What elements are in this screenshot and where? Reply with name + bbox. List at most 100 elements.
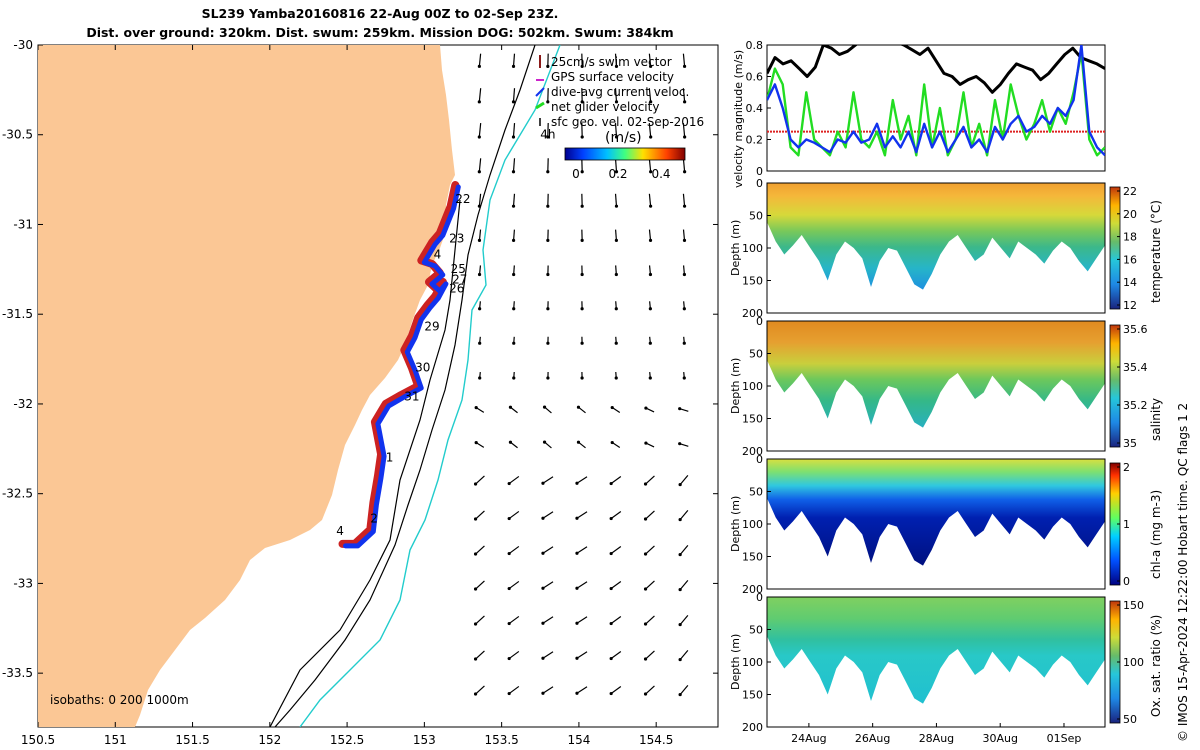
geo-arrow-head-44 [546, 272, 550, 277]
geo-arrow-head-4 [614, 64, 619, 68]
map-xtick-8: 154.5 [639, 733, 673, 747]
geo-arrow-124 [645, 650, 655, 660]
isobath-1000m [299, 45, 561, 727]
geo-arrow-87 [576, 476, 588, 484]
geo-arrow-head-91 [473, 517, 478, 521]
geo-arrow-head-61 [648, 341, 652, 345]
geo-arrow-head-37 [546, 238, 550, 243]
section-2-ytick-2: 100 [742, 518, 763, 531]
geo-arrow-95 [610, 510, 622, 520]
geo-arrow-head-97 [678, 517, 682, 522]
section-panel-2: 0 50 100 150 200 Depth (m) 2 1 0 chl-a (mg m-3) [729, 453, 1163, 596]
geo-arrow-head-76 [678, 407, 682, 411]
map-xtick-3: 152 [258, 733, 281, 747]
geo-arrow-head-0 [477, 64, 481, 68]
geo-arrow-head-101 [575, 551, 579, 555]
day-label-4: 27 [452, 273, 467, 287]
velocity-panel: 0 0.2 0.4 0.6 0.8 velocity magnitude (m/s) [732, 39, 1106, 188]
day-label-1: 23 [449, 231, 464, 245]
geo-arrow-34 [682, 193, 686, 207]
geo-arrow-97 [679, 510, 689, 520]
section-field-2 [767, 459, 1105, 566]
geo-arrow-head-82 [644, 441, 648, 445]
geo-arrow-head-94 [575, 516, 579, 520]
geo-arrow-100 [542, 546, 554, 554]
geo-arrow-40 [648, 229, 652, 241]
geo-arrow-head-96 [643, 517, 648, 521]
geo-arrow-39 [614, 229, 618, 241]
geo-arrow-117 [645, 615, 655, 625]
section-1-colorbar [1109, 324, 1121, 448]
geo-arrow-20 [682, 122, 686, 138]
geo-arrow-head-47 [648, 272, 653, 277]
geo-arrow-head-51 [546, 307, 550, 311]
section-0-cbtick-4: 14 [1123, 276, 1137, 289]
geo-arrow-head-124 [643, 657, 648, 661]
geo-arrow-11 [614, 88, 618, 102]
section-0-cbtick-2: 18 [1123, 231, 1137, 244]
section-0-ytick-2: 100 [742, 242, 763, 255]
geo-arrow-head-92 [507, 516, 511, 521]
section-3-ytick-1: 50 [749, 624, 763, 637]
geo-arrow-head-125 [678, 657, 682, 662]
geo-arrow-114 [542, 616, 554, 624]
map-xtick-1: 151 [104, 733, 127, 747]
legend-swim: 25cm/s swim vector [551, 55, 672, 69]
vel-ytick-3: 0.6 [746, 71, 764, 84]
geo-arrow-head-119 [473, 657, 478, 661]
geo-arrow-0 [478, 53, 482, 67]
geo-arrow-head-6 [682, 64, 687, 68]
map-ytick-3: -31.5 [2, 307, 33, 321]
map-axis-ticks: 150.5 151 151.5 152 152.5 153 153.5 154 154.5 -30… [2, 38, 718, 747]
geo-arrow-head-58 [546, 341, 550, 345]
geo-arrow-4 [614, 53, 618, 67]
geo-arrow-head-99 [507, 551, 511, 556]
section-panel-0: 0 50 100 150 200 Depth (m) 22 20 18 16 14 12 tempera… [729, 177, 1163, 320]
section-0-ytick-1: 50 [749, 210, 763, 223]
geo-arrow-head-57 [512, 341, 516, 345]
geo-arrow-head-74 [610, 405, 614, 410]
section-1-ytick-0: 0 [756, 315, 763, 328]
geo-arrow-head-41 [682, 238, 687, 242]
geo-arrow-131 [645, 685, 655, 695]
geo-arrow-120 [508, 650, 520, 660]
geo-arrow-head-11 [614, 100, 619, 104]
geo-arrow-head-13 [683, 100, 687, 104]
vel-ytick-1: 0.2 [746, 134, 764, 147]
geo-arrow-128 [542, 686, 554, 694]
section-3-cbtick-1: 100 [1123, 656, 1144, 669]
geo-arrow-129 [576, 686, 588, 694]
geo-arrow-head-42 [477, 272, 482, 277]
geo-arrow-head-68 [648, 376, 652, 380]
section-2-cbtick-1: 1 [1123, 518, 1130, 531]
section-0-ytick-0: 0 [756, 177, 763, 190]
geo-arrow-head-107 [541, 586, 545, 590]
section-1-cbtick-3: 35 [1123, 437, 1137, 450]
section-field-1 [767, 321, 1105, 428]
geo-arrow-115 [576, 616, 588, 624]
section-2-ylabel: Depth (m) [729, 496, 742, 552]
geo-arrow-104 [679, 545, 689, 555]
section-0-cblabel: temperature (°C) [1149, 200, 1163, 303]
geo-arrow-head-103 [643, 552, 648, 556]
geo-arrow-121 [542, 651, 554, 659]
section-field-0 [767, 183, 1105, 290]
geo-arrow-head-7 [477, 100, 481, 104]
geo-arrow-head-27 [683, 170, 687, 174]
geo-arrow-head-67 [614, 376, 618, 380]
section-xtick-3: 30Aug [982, 732, 1017, 745]
section-2-ytick-3: 150 [742, 551, 763, 564]
geo-arrow-head-69 [682, 376, 686, 380]
section-2-cblabel: chl-a (mg m-3) [1149, 490, 1163, 579]
geo-arrow-head-52 [580, 307, 584, 311]
geo-arrow-head-26 [649, 170, 653, 174]
geo-arrow-head-30 [546, 204, 550, 208]
geo-arrow-head-116 [609, 621, 613, 626]
geo-arrow-22 [512, 158, 516, 172]
geo-arrow-126 [475, 685, 485, 695]
legend-gps: GPS surface velocity [551, 70, 674, 84]
geo-arrow-118 [679, 615, 689, 625]
geo-arrow-head-84 [473, 482, 478, 486]
